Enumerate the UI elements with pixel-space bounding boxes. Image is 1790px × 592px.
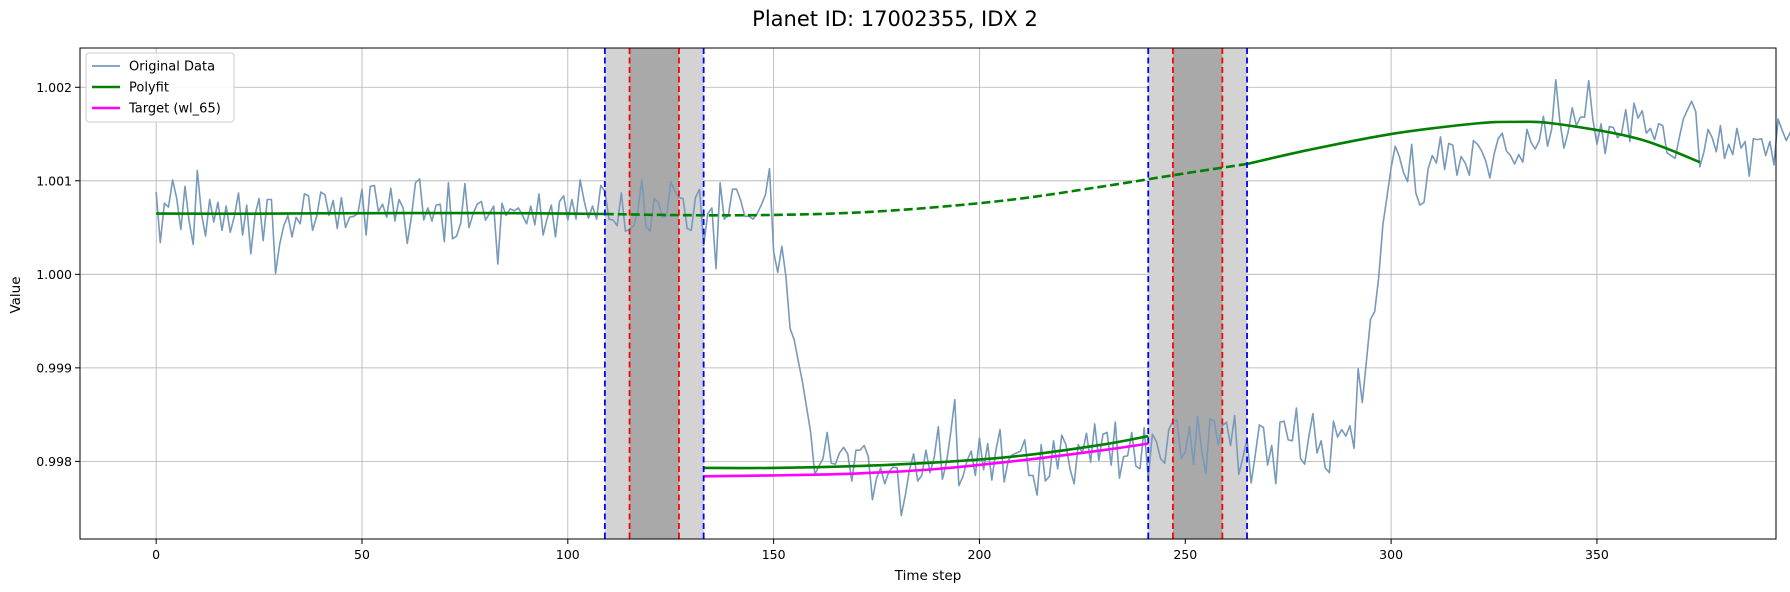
x-tick-label: 250 [1173, 547, 1197, 562]
series-polyfit [703, 434, 1149, 470]
shaded-region [629, 48, 679, 539]
x-tick-label: 350 [1585, 547, 1609, 562]
x-tick-label: 300 [1379, 547, 1403, 562]
x-tick-label: 0 [152, 547, 160, 562]
series-polyfit [604, 162, 1248, 217]
series-polyfit [1246, 120, 1701, 166]
series-original-data [155, 79, 1790, 517]
x-tick-label: 100 [556, 547, 580, 562]
y-tick-label: 1.000 [36, 267, 72, 282]
x-tick-label: 150 [762, 547, 786, 562]
x-tick-label: 200 [968, 547, 992, 562]
x-axis-label: Time step [894, 568, 962, 584]
legend: Original Data Polyfit Target (wl_65) [85, 52, 235, 123]
series-polyfit [156, 211, 605, 216]
axes-frame [79, 47, 1777, 540]
y-tick-label: 0.998 [36, 454, 72, 469]
legend-box [85, 52, 235, 123]
y-tick-label: 1.002 [36, 80, 72, 95]
series-target [703, 442, 1149, 478]
chart-title: Planet ID: 17002355, IDX 2 [752, 7, 1038, 31]
legend-label: Polyfit [129, 81, 169, 96]
shaded-region [1172, 48, 1223, 539]
y-tick-label: 0.999 [36, 360, 72, 375]
legend-label: Original Data [129, 60, 215, 75]
y-axis-label: Value [8, 276, 24, 313]
legend-label: Target (wl_65) [128, 102, 221, 117]
x-tick-label: 50 [354, 547, 370, 562]
y-tick-label: 1.001 [36, 173, 72, 188]
